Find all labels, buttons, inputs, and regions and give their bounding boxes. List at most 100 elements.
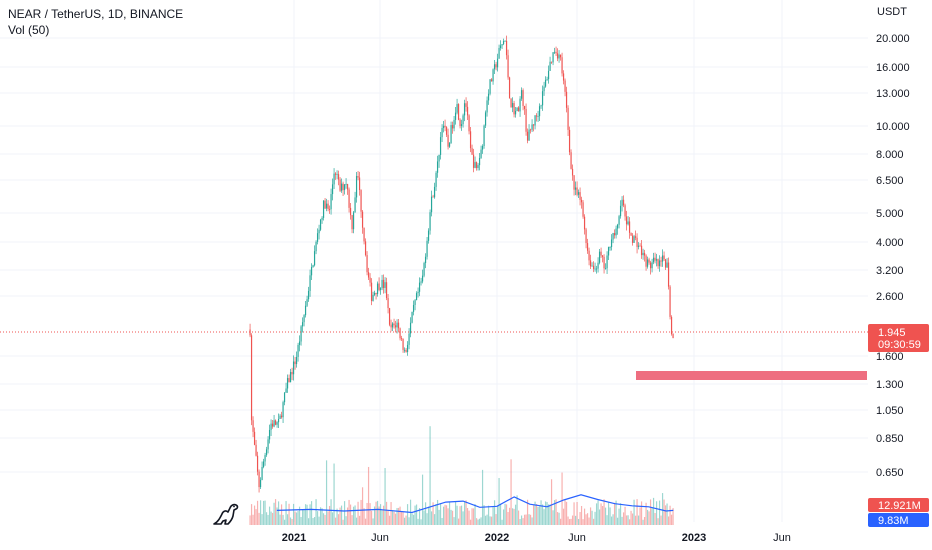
candle-body — [349, 207, 352, 216]
volume-bar — [424, 502, 427, 525]
candle-body — [487, 93, 490, 101]
volume-bar — [657, 518, 659, 525]
volume-bar — [528, 514, 530, 525]
volume-indicator-title[interactable]: Vol (50) — [8, 23, 50, 37]
price-tick: 4.000 — [876, 237, 904, 249]
volume-bar — [304, 504, 307, 525]
volume-bar — [253, 505, 256, 525]
volume-label-bg — [868, 498, 929, 512]
symbol-title[interactable]: NEAR / TetherUS, 1D, BINANCE — [8, 7, 184, 21]
volume-bar — [385, 501, 388, 525]
candle-body — [588, 250, 590, 261]
volume-bar — [480, 517, 482, 525]
volume-bar — [658, 500, 661, 525]
volume-bar — [505, 504, 508, 525]
volume-bar — [613, 502, 616, 525]
candle-body — [529, 129, 532, 131]
volume-bar — [303, 508, 305, 525]
volume-bar — [612, 514, 614, 525]
candle-body — [481, 146, 484, 150]
candle-body — [502, 41, 505, 45]
volume-label: 12.921M — [878, 500, 921, 512]
volume-bar — [384, 468, 386, 525]
volume-bar — [394, 513, 397, 525]
volume-bar — [499, 503, 502, 525]
candle-body — [651, 262, 653, 269]
countdown: 09:30:59 — [878, 339, 921, 351]
candle-body — [612, 233, 614, 240]
volume-bar — [393, 511, 395, 525]
volume-bar — [364, 518, 367, 525]
volume-bar — [492, 506, 494, 525]
candle-body — [286, 378, 289, 389]
candle-body — [366, 255, 368, 273]
candle-body — [276, 422, 278, 425]
volume-bar — [337, 514, 340, 525]
volume-bar — [328, 505, 331, 525]
candle-body — [351, 215, 353, 230]
volume-bar — [666, 503, 668, 525]
candle-body — [418, 282, 421, 292]
volume-bar — [672, 508, 674, 525]
candle-body — [571, 168, 574, 176]
volume-bar — [669, 505, 671, 525]
candle-body — [447, 134, 449, 147]
volume-bar — [646, 509, 649, 525]
candle-body — [250, 335, 253, 421]
candle-body — [432, 196, 434, 198]
candle-body — [454, 112, 457, 120]
volume-bar — [319, 507, 322, 525]
time-axis[interactable]: 2021 Jun 2022 Jun 2023 Jun — [282, 532, 791, 544]
volume-bar — [598, 509, 601, 525]
price-axis[interactable]: USDT 20.000 16.000 13.000 10.000 8.000 6… — [868, 6, 929, 527]
volume-bar — [595, 503, 598, 525]
candle-body — [376, 283, 379, 295]
candle-body — [318, 229, 320, 234]
volume-bar — [591, 510, 593, 525]
time-grid — [293, 0, 783, 522]
volume-bar — [487, 505, 490, 525]
candle-body — [591, 265, 593, 267]
volume-bar — [325, 460, 328, 525]
candle-body — [645, 255, 647, 267]
candle-body — [361, 211, 364, 228]
candle-body — [405, 349, 407, 352]
volume-bar — [390, 502, 392, 525]
candle-body — [517, 107, 520, 112]
candle-body — [655, 259, 658, 261]
candle-body — [319, 219, 322, 230]
support-zone[interactable] — [636, 371, 867, 380]
volume-bar — [280, 504, 283, 525]
candle-body — [511, 103, 514, 108]
volume-bar — [538, 506, 541, 525]
candle-body — [298, 341, 301, 345]
candle-body — [535, 115, 538, 117]
volume-bar — [586, 513, 589, 525]
volume-bar — [388, 515, 391, 525]
candle-body — [409, 322, 412, 334]
price-tick: 2.600 — [876, 291, 904, 303]
candle-body — [372, 294, 374, 301]
candle-body — [253, 431, 256, 445]
volume-bar — [301, 509, 304, 525]
price-tick: 5.000 — [876, 208, 904, 220]
time-tick: Jun — [568, 532, 586, 544]
candle-body — [444, 125, 446, 128]
volume-bar — [463, 502, 466, 525]
axis-currency: USDT — [877, 6, 907, 18]
candle-body — [427, 230, 430, 241]
candle-body — [540, 105, 542, 107]
volume-bar — [478, 518, 481, 525]
candle-body — [397, 322, 400, 329]
candle-body — [531, 124, 533, 130]
candle-body — [471, 148, 473, 155]
volume-bar — [615, 500, 617, 525]
volume-bar — [268, 506, 271, 525]
volume-bar — [291, 519, 293, 525]
candle-body — [442, 125, 445, 129]
volume-bar — [399, 506, 401, 525]
volume-bar — [501, 519, 503, 525]
candle-body — [387, 298, 389, 309]
candle-body — [598, 251, 601, 263]
